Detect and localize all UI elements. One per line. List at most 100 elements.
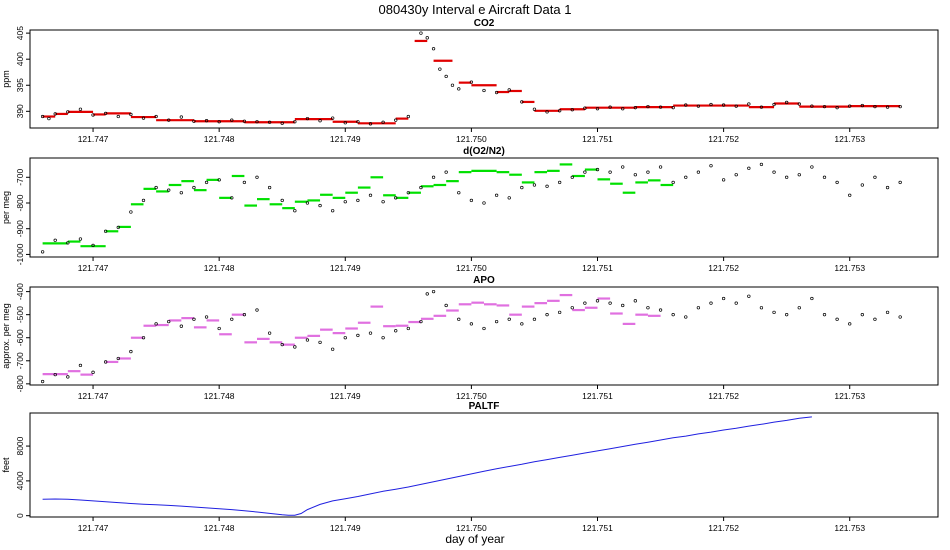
o2n2-point	[457, 191, 461, 195]
apo-point	[709, 301, 713, 305]
o2n2-point	[696, 170, 701, 174]
o2n2-point	[785, 175, 789, 179]
o2n2-panel: d(O2/N2) per meg 121.747 121.748 121.749 121.…	[1, 146, 939, 273]
apo-point	[104, 360, 108, 364]
co2-point	[734, 104, 738, 108]
apo-point	[40, 379, 45, 384]
o2n2-point	[469, 198, 474, 203]
o2n2-point	[293, 209, 297, 213]
paltf-ytick-label: 4000	[15, 471, 25, 490]
apo-point	[53, 372, 57, 377]
o2n2-xtick-label: 121.747	[78, 263, 109, 273]
co2-point	[860, 103, 864, 108]
o2n2-xtick-label: 121.752	[708, 263, 739, 273]
co2-point	[91, 113, 95, 117]
co2-point	[785, 100, 789, 105]
apo-ytick-label: -400	[15, 283, 25, 300]
o2n2-plot-frame	[29, 157, 939, 258]
apo-point	[822, 313, 827, 317]
apo-point	[848, 322, 852, 326]
o2n2-point	[406, 191, 410, 195]
co2-point	[242, 119, 247, 123]
apo-point	[242, 313, 247, 317]
co2-point	[116, 114, 120, 119]
apo-point	[621, 303, 625, 308]
co2-point	[848, 104, 852, 108]
apo-ytick-label: -700	[15, 352, 25, 369]
apo-point	[255, 308, 259, 312]
apo-point	[885, 310, 890, 315]
co2-ylabel: ppm	[1, 70, 11, 88]
co2-point	[583, 106, 587, 110]
co2-point	[53, 112, 57, 116]
o2n2-title: d(O2/N2)	[463, 146, 505, 157]
apo-point	[646, 306, 650, 310]
o2n2-series	[40, 162, 902, 254]
o2n2-point	[230, 196, 234, 200]
o2n2-point	[419, 185, 423, 190]
o2n2-ytick-label: -700	[15, 169, 25, 186]
o2n2-point	[583, 170, 587, 174]
co2-point	[394, 118, 398, 122]
co2-point	[450, 83, 455, 87]
apo-xtick-label: 121.747	[78, 391, 109, 401]
o2n2-point	[116, 225, 120, 230]
co2-point	[532, 107, 537, 111]
apo-point	[406, 326, 410, 331]
co2-point	[494, 90, 499, 95]
co2-point	[280, 121, 284, 125]
o2n2-ylabel: per meg	[1, 191, 11, 224]
o2n2-point	[860, 183, 864, 187]
o2n2-point	[242, 180, 247, 185]
o2n2-point	[368, 193, 373, 197]
co2-point	[873, 104, 877, 109]
apo-plot-frame	[29, 286, 939, 386]
o2n2-point	[141, 198, 146, 203]
co2-xtick-label: 121.748	[204, 134, 235, 144]
o2n2-point	[129, 210, 133, 214]
co2-plot-frame	[29, 29, 939, 129]
co2-xtick-label: 121.749	[330, 134, 361, 144]
apo-point	[860, 313, 864, 317]
co2-point	[545, 110, 549, 114]
apo-point	[633, 299, 637, 303]
co2-point	[772, 102, 776, 107]
o2n2-xtick-label: 121.751	[582, 263, 613, 273]
co2-title: CO2	[474, 18, 495, 29]
apo-point	[772, 310, 776, 315]
apo-point	[684, 315, 688, 319]
o2n2-point	[40, 250, 45, 254]
o2n2-point	[885, 185, 890, 190]
apo-point	[318, 340, 322, 344]
o2n2-point	[873, 175, 877, 179]
apo-title: APO	[473, 275, 495, 286]
o2n2-point	[343, 200, 347, 204]
paltf-line	[42, 416, 812, 516]
apo-point	[66, 375, 70, 379]
o2n2-point	[532, 183, 537, 187]
apo-point	[141, 336, 146, 340]
o2n2-point	[646, 170, 650, 174]
paltf-panel: PALTF feet 121.747 121.748 121.749 121.750 121…	[1, 401, 939, 533]
apo-point	[368, 331, 373, 335]
apo-point	[469, 322, 474, 326]
co2-point	[343, 121, 347, 125]
apo-point	[734, 301, 738, 305]
co2-point	[646, 104, 650, 109]
co2-point	[621, 107, 625, 111]
co2-point	[356, 120, 360, 124]
o2n2-point	[305, 201, 310, 205]
paltf-ylabel: feet	[1, 457, 11, 473]
apo-point	[280, 342, 284, 347]
co2-point	[633, 106, 637, 110]
apo-point	[78, 363, 83, 368]
apo-point	[810, 296, 814, 301]
co2-point	[558, 109, 562, 113]
co2-xtick-label: 121.752	[708, 134, 739, 144]
apo-point	[331, 347, 335, 351]
co2-point	[469, 80, 474, 84]
o2n2-point	[848, 193, 852, 197]
apo-point	[747, 294, 751, 298]
co2-point	[595, 107, 600, 111]
